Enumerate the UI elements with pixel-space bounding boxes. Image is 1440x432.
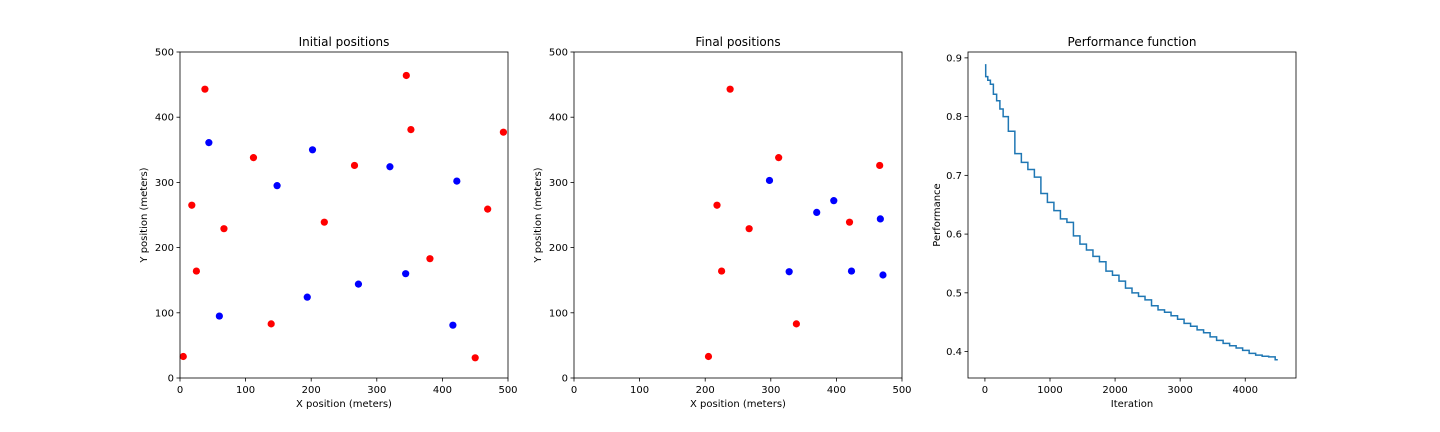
scatter-point xyxy=(718,267,726,275)
scatter-point xyxy=(726,85,734,93)
scatter-point xyxy=(745,225,753,233)
y-tick-label: 500 xyxy=(155,48,174,59)
scatter-point xyxy=(471,354,479,362)
y-tick-label: 100 xyxy=(155,308,174,319)
y-tick-label: 300 xyxy=(549,178,568,189)
y-tick-label: 0 xyxy=(168,374,174,385)
scatter-point xyxy=(407,125,415,134)
scatter-point xyxy=(205,139,213,147)
y-axis-label: Performance xyxy=(932,183,943,246)
x-tick-label: 200 xyxy=(302,385,321,396)
x-tick-label: 100 xyxy=(236,385,255,396)
x-tick-label: 400 xyxy=(827,385,846,396)
y-tick-label: 200 xyxy=(549,243,568,254)
y-tick-label: 500 xyxy=(549,48,568,59)
y-tick-label: 0.8 xyxy=(946,112,962,123)
scatter-point xyxy=(402,71,410,80)
scatter-point xyxy=(785,268,793,276)
scatter-point xyxy=(775,154,783,162)
plot-frame xyxy=(573,51,903,379)
scatter-point xyxy=(449,321,457,329)
scatter-point xyxy=(792,320,800,328)
scatter-point xyxy=(845,218,854,226)
scatter-point xyxy=(350,161,359,170)
y-tick-label: 0.5 xyxy=(946,288,962,299)
y-tick-label: 200 xyxy=(155,243,174,254)
scatter-point xyxy=(320,218,328,226)
scatter-point xyxy=(830,197,838,205)
x-tick-label: 400 xyxy=(433,385,452,396)
x-axis-label: X position (meters) xyxy=(296,399,392,410)
scatter-point xyxy=(273,182,281,190)
chart-title: Final positions xyxy=(695,35,780,49)
scatter-point xyxy=(308,146,317,154)
scatter-point xyxy=(267,320,275,328)
y-tick-label: 0.4 xyxy=(946,347,962,358)
x-tick-label: 3000 xyxy=(1167,385,1192,396)
scatter-point xyxy=(704,352,713,361)
y-tick-label: 0.7 xyxy=(946,171,962,182)
scatter-point xyxy=(192,267,200,275)
chart-panel-3: Performance function 0 1000 2000 3000 4000 0.4… xyxy=(932,35,1297,410)
x-tick-label: 0 xyxy=(982,385,988,396)
scatter-point xyxy=(402,270,410,278)
performance-line xyxy=(984,64,1278,361)
plot-frame xyxy=(179,51,509,379)
x-tick-label: 500 xyxy=(892,385,911,396)
scatter-point xyxy=(426,255,434,263)
chart-title: Performance function xyxy=(1068,35,1197,49)
y-axis-label: Y position (meters) xyxy=(533,167,544,263)
y-axis-label: Y position (meters) xyxy=(139,167,150,263)
chart-title: Initial positions xyxy=(299,35,390,49)
x-axis-label: X position (meters) xyxy=(690,399,786,410)
scatter-point xyxy=(484,205,492,213)
y-tick-label: 400 xyxy=(155,113,174,124)
x-axis-label: Iteration xyxy=(1111,399,1153,410)
scatter-point xyxy=(847,267,856,275)
plot-frame xyxy=(967,51,1297,379)
x-tick-label: 300 xyxy=(761,385,780,396)
x-tick-label: 4000 xyxy=(1233,385,1258,396)
x-tick-label: 300 xyxy=(367,385,386,396)
scatter-point xyxy=(303,293,311,301)
scatter-point xyxy=(386,163,394,171)
scatter-point xyxy=(215,312,223,320)
scatter-point xyxy=(765,176,774,185)
scatter-point xyxy=(220,225,228,233)
y-tick-label: 0 xyxy=(562,374,568,385)
scatter-point xyxy=(179,352,187,361)
scatter-point xyxy=(201,85,209,93)
y-tick-label: 400 xyxy=(549,113,568,124)
chart-panel-1: Initial positions 0 100 200 300 400 500 0 100 200… xyxy=(139,35,518,410)
y-tick-label: 0.6 xyxy=(946,230,962,241)
y-tick-label: 100 xyxy=(549,308,568,319)
scatter-point xyxy=(876,215,884,223)
x-tick-label: 100 xyxy=(630,385,649,396)
chart-panel-2: Final positions 0 100 200 300 400 500 0 100 200 30… xyxy=(533,35,912,410)
y-tick-label: 0.9 xyxy=(946,53,962,64)
scatter-point xyxy=(453,177,461,185)
scatter-point xyxy=(713,201,721,209)
scatter-point xyxy=(354,280,363,288)
scatter-point xyxy=(879,271,887,279)
scatter-point xyxy=(499,128,508,136)
x-tick-label: 200 xyxy=(696,385,715,396)
scatter-point xyxy=(188,201,196,209)
x-tick-label: 1000 xyxy=(1037,385,1062,396)
x-tick-label: 0 xyxy=(571,385,577,396)
x-tick-label: 0 xyxy=(177,385,183,396)
scatter-point xyxy=(249,154,258,162)
x-tick-label: 2000 xyxy=(1102,385,1127,396)
y-tick-label: 300 xyxy=(155,178,174,189)
scatter-point xyxy=(813,208,821,216)
scatter-point xyxy=(876,161,884,170)
x-tick-label: 500 xyxy=(498,385,517,396)
